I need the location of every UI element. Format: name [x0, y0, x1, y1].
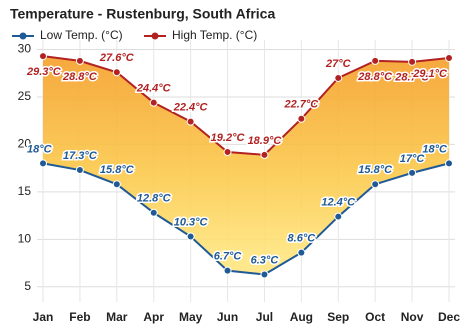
data-label: 24.4°C — [136, 83, 172, 95]
legend-marker — [151, 32, 159, 40]
x-tick-label: Dec — [438, 310, 460, 324]
x-tick-label: Apr — [143, 310, 164, 324]
x-tick-label: Nov — [401, 310, 424, 324]
data-label: 12.8°C — [137, 193, 172, 205]
x-tick-label: Mar — [106, 310, 128, 324]
data-label: 18.9°C — [248, 135, 283, 147]
data-point — [297, 248, 306, 257]
data-point — [186, 117, 195, 126]
series-line — [42, 55, 450, 156]
x-tick-label: Jan — [33, 310, 54, 324]
legend-label: High Temp. (°C) — [172, 28, 257, 42]
data-point — [149, 98, 158, 107]
data-label: 18°C — [27, 143, 53, 155]
temperature-band — [43, 56, 449, 275]
data-point — [260, 150, 269, 159]
series-line — [42, 162, 450, 276]
data-point — [75, 166, 84, 175]
data-point — [186, 232, 195, 241]
data-point — [408, 57, 417, 66]
data-label: 19.2°C — [211, 132, 246, 144]
data-point — [334, 73, 343, 82]
data-label: 17°C — [400, 153, 426, 165]
data-label: 17.3°C — [63, 150, 98, 162]
data-label: 15.8°C — [100, 164, 135, 176]
data-label: 22.4°C — [173, 102, 209, 114]
legend-marker — [19, 32, 27, 40]
data-label: 22.7°C — [283, 99, 319, 111]
x-tick-label: Oct — [365, 310, 385, 324]
x-tick-label: Aug — [290, 310, 313, 324]
x-tick-label: Feb — [69, 310, 90, 324]
chart-title: Temperature - Rustenburg, South Africa — [10, 6, 275, 22]
data-point — [297, 114, 306, 123]
data-label: 6.3°C — [251, 254, 280, 266]
data-label: 27°C — [325, 58, 352, 70]
data-point — [445, 54, 453, 63]
data-label: 12.4°C — [321, 196, 356, 208]
data-point — [149, 208, 158, 217]
y-tick-label: 5 — [24, 279, 31, 293]
data-label: 15.8°C — [358, 164, 393, 176]
data-point — [371, 180, 380, 189]
y-tick-label: 15 — [18, 184, 32, 198]
data-point — [223, 266, 232, 275]
data-label: 28.8°C — [357, 71, 393, 83]
x-tick-label: Jun — [217, 310, 238, 324]
data-point — [39, 159, 47, 168]
y-tick-label: 25 — [18, 89, 32, 103]
data-point — [112, 68, 121, 77]
data-label: 29.1°C — [412, 68, 448, 80]
data-label: 8.6°C — [288, 233, 317, 245]
x-tick-label: Sep — [327, 310, 349, 324]
data-point — [75, 56, 84, 65]
y-tick-label: 30 — [18, 42, 32, 56]
data-label: 28.8°C — [62, 71, 98, 83]
data-point — [371, 56, 380, 65]
data-point — [39, 52, 47, 61]
data-point — [223, 148, 232, 157]
data-point — [260, 270, 269, 279]
data-label: 18°C — [422, 143, 448, 155]
data-point — [408, 168, 417, 177]
x-tick-label: May — [179, 310, 203, 324]
data-label: 6.7°C — [214, 251, 243, 263]
x-tick-label: Jul — [256, 310, 273, 324]
data-point — [445, 159, 453, 168]
y-tick-label: 20 — [18, 137, 32, 151]
data-label: 28.7°C — [394, 72, 430, 84]
data-label: 27.6°C — [99, 52, 135, 64]
data-label: 10.3°C — [174, 216, 209, 228]
legend-label: Low Temp. (°C) — [40, 28, 123, 42]
data-label: 29.3°C — [26, 66, 62, 78]
data-point — [112, 180, 121, 189]
data-point — [334, 212, 343, 221]
y-tick-label: 10 — [18, 232, 32, 246]
